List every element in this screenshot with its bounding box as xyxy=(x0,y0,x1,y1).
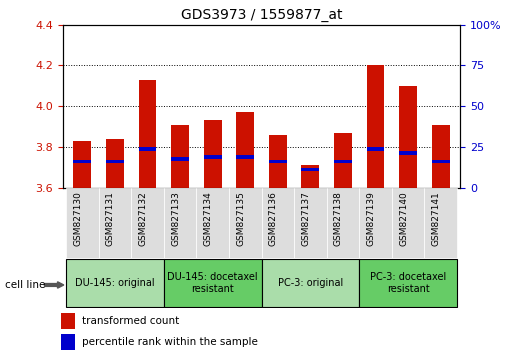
Bar xyxy=(139,147,156,150)
Text: GSM827132: GSM827132 xyxy=(139,191,147,246)
Text: GSM827137: GSM827137 xyxy=(301,191,310,246)
Text: transformed count: transformed count xyxy=(82,316,179,326)
Bar xyxy=(327,188,359,258)
Text: DU-145: docetaxel
resistant: DU-145: docetaxel resistant xyxy=(167,272,258,294)
Bar xyxy=(236,155,254,159)
Bar xyxy=(294,188,327,258)
Bar xyxy=(262,259,359,307)
Text: GSM827135: GSM827135 xyxy=(236,191,245,246)
Bar xyxy=(269,160,287,163)
Bar xyxy=(164,259,262,307)
Bar xyxy=(131,188,164,258)
Text: GSM827138: GSM827138 xyxy=(334,191,343,246)
Bar xyxy=(301,168,320,171)
Bar xyxy=(262,188,294,258)
Text: PC-3: original: PC-3: original xyxy=(278,278,343,288)
Bar xyxy=(61,334,75,350)
Text: GSM827141: GSM827141 xyxy=(431,191,441,246)
Text: DU-145: original: DU-145: original xyxy=(75,278,155,288)
Bar xyxy=(367,65,384,188)
Text: PC-3: docetaxel
resistant: PC-3: docetaxel resistant xyxy=(370,272,446,294)
Bar xyxy=(106,160,124,163)
Text: GSM827140: GSM827140 xyxy=(399,191,408,246)
Text: GSM827131: GSM827131 xyxy=(106,191,115,246)
Bar xyxy=(431,160,450,163)
Text: GSM827139: GSM827139 xyxy=(367,191,376,246)
Bar xyxy=(171,158,189,161)
Bar xyxy=(106,139,124,188)
Bar xyxy=(301,165,320,188)
Bar xyxy=(196,188,229,258)
Bar xyxy=(139,80,156,188)
Bar xyxy=(164,188,196,258)
Bar xyxy=(399,152,417,155)
Bar xyxy=(203,155,222,159)
Bar xyxy=(392,188,424,258)
Text: cell line: cell line xyxy=(5,280,46,290)
Bar xyxy=(431,125,450,188)
Bar xyxy=(61,313,75,329)
Bar xyxy=(399,86,417,188)
Bar xyxy=(359,259,457,307)
Bar xyxy=(73,160,92,163)
Bar xyxy=(171,125,189,188)
Title: GDS3973 / 1559877_at: GDS3973 / 1559877_at xyxy=(181,8,342,22)
Bar xyxy=(66,188,99,258)
Bar xyxy=(334,160,352,163)
Bar xyxy=(236,112,254,188)
Text: GSM827136: GSM827136 xyxy=(269,191,278,246)
Bar xyxy=(359,188,392,258)
Bar xyxy=(367,147,384,150)
Text: GSM827134: GSM827134 xyxy=(203,191,213,246)
Text: percentile rank within the sample: percentile rank within the sample xyxy=(82,337,257,348)
Bar xyxy=(73,141,92,188)
Bar xyxy=(99,188,131,258)
Text: GSM827133: GSM827133 xyxy=(171,191,180,246)
Bar xyxy=(203,120,222,188)
Bar xyxy=(66,259,164,307)
Bar xyxy=(334,133,352,188)
Text: GSM827130: GSM827130 xyxy=(73,191,82,246)
Bar xyxy=(269,135,287,188)
Bar xyxy=(424,188,457,258)
Bar xyxy=(229,188,262,258)
